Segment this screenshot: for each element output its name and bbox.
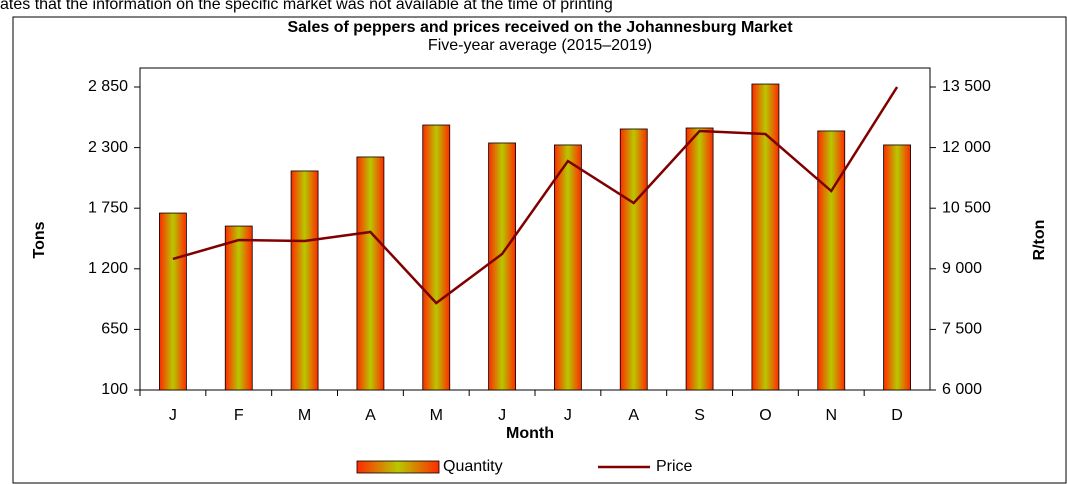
y-tick-label: 650 bbox=[101, 321, 128, 338]
legend-label: Price bbox=[656, 458, 693, 475]
x-tick-label: M bbox=[430, 407, 443, 424]
y2-tick-label: 12 000 bbox=[942, 139, 991, 156]
plot-frame bbox=[139, 67, 931, 391]
legend-label: Quantity bbox=[443, 458, 503, 475]
x-tick-label: M bbox=[298, 407, 311, 424]
x-tick-label: F bbox=[234, 407, 244, 424]
chart-subtitle: Five-year average (2015–2019) bbox=[428, 37, 652, 54]
bar bbox=[224, 225, 253, 391]
legend-swatch bbox=[356, 460, 440, 474]
bar bbox=[817, 130, 846, 391]
bar bbox=[883, 144, 911, 391]
y2-tick-label: 10 500 bbox=[942, 199, 991, 216]
x-axis-title: Month bbox=[506, 425, 554, 442]
y-tick-label: 2 300 bbox=[88, 139, 128, 156]
y-tick-label: 2 850 bbox=[88, 78, 128, 95]
y-tick-label: 1 200 bbox=[88, 260, 128, 277]
y-axis-title: Tons bbox=[31, 221, 48, 258]
note: ates that the information on the specifi… bbox=[0, 0, 613, 13]
y2-tick-label: 13 500 bbox=[942, 78, 991, 95]
bar bbox=[751, 83, 780, 391]
x-tick-label: A bbox=[365, 407, 376, 424]
x-tick-label: J bbox=[498, 407, 506, 424]
y2-tick-label: 6 000 bbox=[942, 381, 982, 398]
bar bbox=[488, 142, 516, 391]
x-tick-label: J bbox=[564, 407, 572, 424]
x-tick-label: N bbox=[825, 407, 837, 424]
x-tick-label: A bbox=[628, 407, 639, 424]
y2-axis-title: R/ton bbox=[1031, 220, 1048, 261]
bar bbox=[619, 128, 648, 391]
bar bbox=[554, 144, 582, 391]
bar bbox=[159, 212, 187, 391]
y-tick-label: 100 bbox=[101, 381, 128, 398]
x-tick-label: J bbox=[169, 407, 177, 424]
bar bbox=[422, 124, 451, 391]
bar bbox=[685, 127, 714, 391]
price-line bbox=[172, 86, 899, 305]
chart-border bbox=[12, 16, 1067, 484]
bar bbox=[356, 156, 385, 391]
x-tick-label: S bbox=[694, 407, 705, 424]
y2-tick-label: 9 000 bbox=[942, 260, 982, 277]
x-tick-label: D bbox=[891, 407, 903, 424]
bar bbox=[290, 170, 319, 391]
x-tick-label: O bbox=[759, 407, 771, 424]
y-tick-label: 1 750 bbox=[88, 199, 128, 216]
chart-title: Sales of peppers and prices received on … bbox=[287, 19, 793, 36]
y2-tick-label: 7 500 bbox=[942, 321, 982, 338]
